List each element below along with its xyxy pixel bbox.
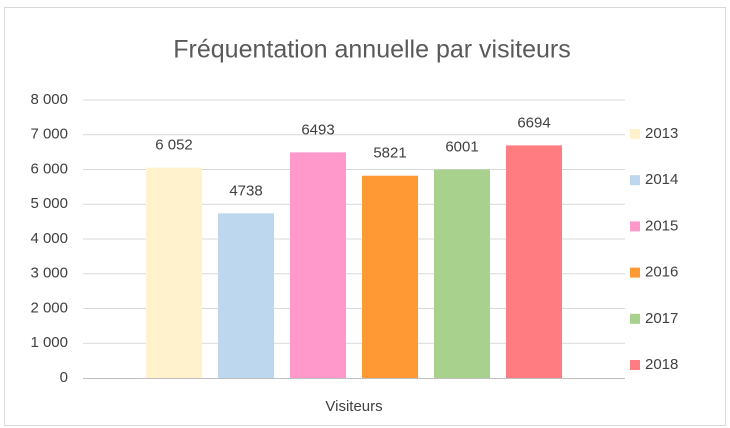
data-label: 6493 [301, 121, 334, 138]
y-tick-label: 2 000 [30, 299, 68, 316]
data-label: 6694 [517, 114, 550, 131]
y-tick-label: 6 000 [30, 160, 68, 177]
bar [506, 145, 562, 378]
x-tick-label: Visiteurs [325, 398, 382, 415]
bar [434, 169, 490, 378]
legend-label: 2017 [645, 310, 678, 327]
legend-label: 2018 [645, 356, 678, 373]
y-tick-label: 1 000 [30, 334, 68, 351]
legend-swatch [630, 129, 640, 139]
bar [146, 167, 202, 378]
legend-label: 2014 [645, 171, 678, 188]
legend-swatch [630, 360, 640, 370]
legend-label: 2013 [645, 125, 678, 142]
legend-label: 2015 [645, 217, 678, 234]
y-tick-label: 0 [60, 369, 68, 386]
data-label: 4738 [229, 182, 262, 199]
y-tick-label: 3 000 [30, 265, 68, 282]
bar [290, 152, 346, 378]
legend-swatch [630, 221, 640, 232]
chart-title: Fréquentation annuelle par visiteurs [173, 36, 570, 64]
y-tick-label: 5 000 [30, 195, 68, 212]
bar [362, 175, 418, 378]
data-label: 5821 [373, 145, 406, 162]
legend-swatch [630, 175, 640, 186]
legend-label: 2016 [645, 264, 678, 281]
legend-swatch [630, 267, 640, 278]
data-label: 6001 [445, 138, 478, 155]
y-tick-label: 8 000 [30, 91, 68, 108]
bar [218, 213, 274, 378]
legend-swatch [630, 313, 640, 324]
data-label: 6 052 [155, 137, 193, 154]
y-tick-label: 7 000 [30, 126, 68, 143]
y-tick-label: 4 000 [30, 230, 68, 247]
